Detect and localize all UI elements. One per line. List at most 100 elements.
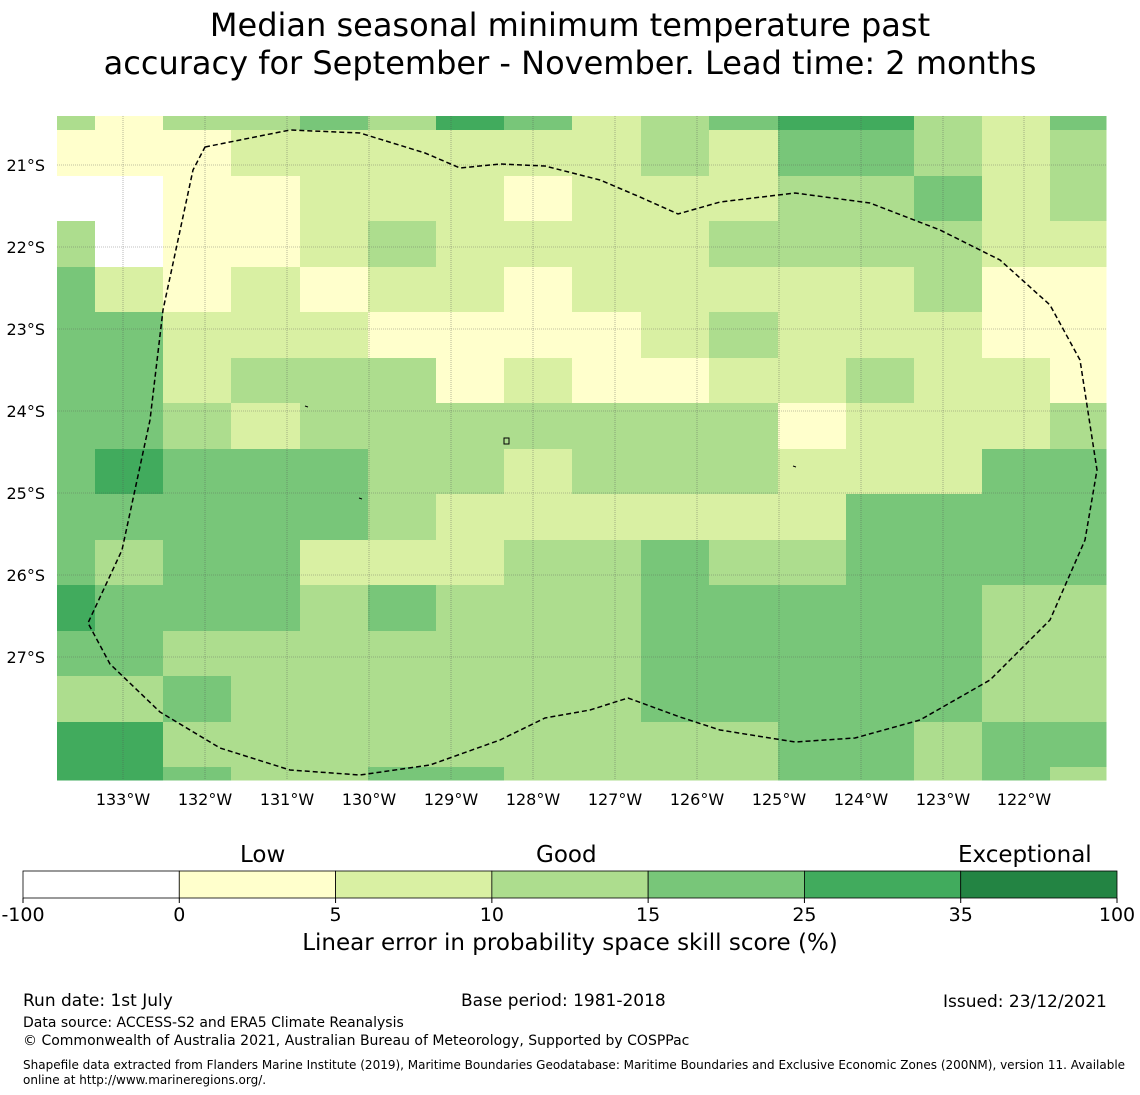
grid-cell (641, 540, 710, 586)
grid-cell (368, 722, 437, 768)
colorbar-tick-label: 15 (636, 904, 660, 926)
grid-cell (572, 494, 642, 541)
grid-cell (641, 403, 710, 450)
grid-cell (436, 176, 505, 222)
grid-cell (231, 312, 301, 359)
grid-cell (709, 494, 779, 541)
grid-cell (436, 585, 505, 632)
grid-cell (436, 221, 505, 268)
grid-cell (368, 494, 437, 541)
base-period: Base period: 1981-2018 (461, 991, 666, 1011)
grid-cell (641, 767, 710, 781)
grid-cell (914, 130, 983, 177)
grid-cell (300, 449, 369, 495)
grid-cell (641, 631, 710, 677)
map-title: Median seasonal minimum temperature past… (0, 6, 1140, 82)
colorbar-category-good: Good (536, 842, 597, 868)
grid-cell (846, 116, 915, 131)
grid-cell (1050, 358, 1107, 404)
grid-cell (572, 221, 642, 268)
grid-cell (778, 631, 847, 677)
colorbar-segment (960, 870, 1118, 899)
grid-cell (163, 176, 232, 222)
grid-cell (436, 130, 505, 177)
grid-cell (914, 449, 983, 495)
colorbar-segment (335, 870, 493, 899)
grid-cell (368, 585, 437, 632)
grid-cell (57, 676, 96, 723)
grid-cell (95, 221, 164, 268)
grid-cell (982, 312, 1051, 359)
grid-cell (709, 403, 779, 450)
grid-cell (778, 585, 847, 632)
grid-cell (709, 312, 779, 359)
colorbar-tick-label: 0 (173, 904, 185, 926)
grid-cell (300, 116, 369, 131)
grid-cell (778, 312, 847, 359)
grid-cell (95, 585, 164, 632)
grid-cell (300, 403, 369, 450)
eez-boundary (87, 129, 1098, 776)
grid-cell (778, 130, 847, 177)
grid-cell (504, 540, 573, 586)
grid-cell (504, 221, 573, 268)
grid-cell (846, 767, 915, 781)
grid-cell (1050, 631, 1107, 677)
grid-cell (914, 722, 983, 768)
colorbar-category-exceptional: Exceptional (958, 842, 1092, 868)
grid-cell (914, 312, 983, 359)
grid-cell (300, 676, 369, 723)
grid-cell (368, 403, 437, 450)
lat-label: 21°S (6, 156, 45, 175)
grid-cell (163, 540, 232, 586)
grid-cell (368, 221, 437, 268)
grid-cell (778, 540, 847, 586)
grid-cell (778, 767, 847, 781)
grid-cell (914, 494, 983, 541)
grid-cell (778, 116, 847, 131)
grid-cell (709, 116, 779, 131)
grid-cell (231, 676, 301, 723)
grid-cell (1050, 676, 1107, 723)
grid-cell (231, 494, 301, 541)
lon-label: 125°W (752, 790, 807, 809)
grid-cell (641, 449, 710, 495)
grid-cell (57, 631, 96, 677)
grid-cell (982, 722, 1051, 768)
grid-cell (1050, 221, 1107, 268)
grid-cell (846, 722, 915, 768)
grid-cell (368, 540, 437, 586)
grid-cell (300, 358, 369, 404)
grid-cell (778, 676, 847, 723)
grid-cell (231, 403, 301, 450)
grid-cell (572, 767, 642, 781)
grid-cell (231, 585, 301, 632)
grid-cell (504, 176, 573, 222)
grid-cell (778, 494, 847, 541)
grid-cell (846, 494, 915, 541)
longitude-labels: 133°W 132°W 131°W 130°W 129°W 128°W 127°W 126°W… (96, 790, 1052, 809)
colorbar-segment (804, 870, 962, 899)
grid-cell (163, 631, 232, 677)
map-title-line-2: accuracy for September - November. Lead … (103, 44, 1037, 82)
grid-cell (572, 130, 642, 177)
colorbar-tick-label: -100 (1, 904, 44, 926)
grid-cell (163, 267, 232, 313)
grid-cell (846, 176, 915, 222)
island-3 (358, 497, 363, 500)
grid-cell (300, 631, 369, 677)
grid-cell (846, 403, 915, 450)
grid-cell (778, 722, 847, 768)
grid-cell (982, 176, 1051, 222)
grid-cell (572, 540, 642, 586)
grid-cell (709, 767, 779, 781)
colorbar-tick-label: 5 (330, 904, 342, 926)
grid-cell (846, 540, 915, 586)
grid-cell (572, 267, 642, 313)
grid-cell (982, 116, 1051, 131)
skill-grid (57, 116, 1107, 781)
grid-cell (95, 722, 164, 768)
grid-cell (163, 722, 232, 768)
grid-cell (641, 130, 710, 177)
grid-cell (504, 116, 573, 131)
